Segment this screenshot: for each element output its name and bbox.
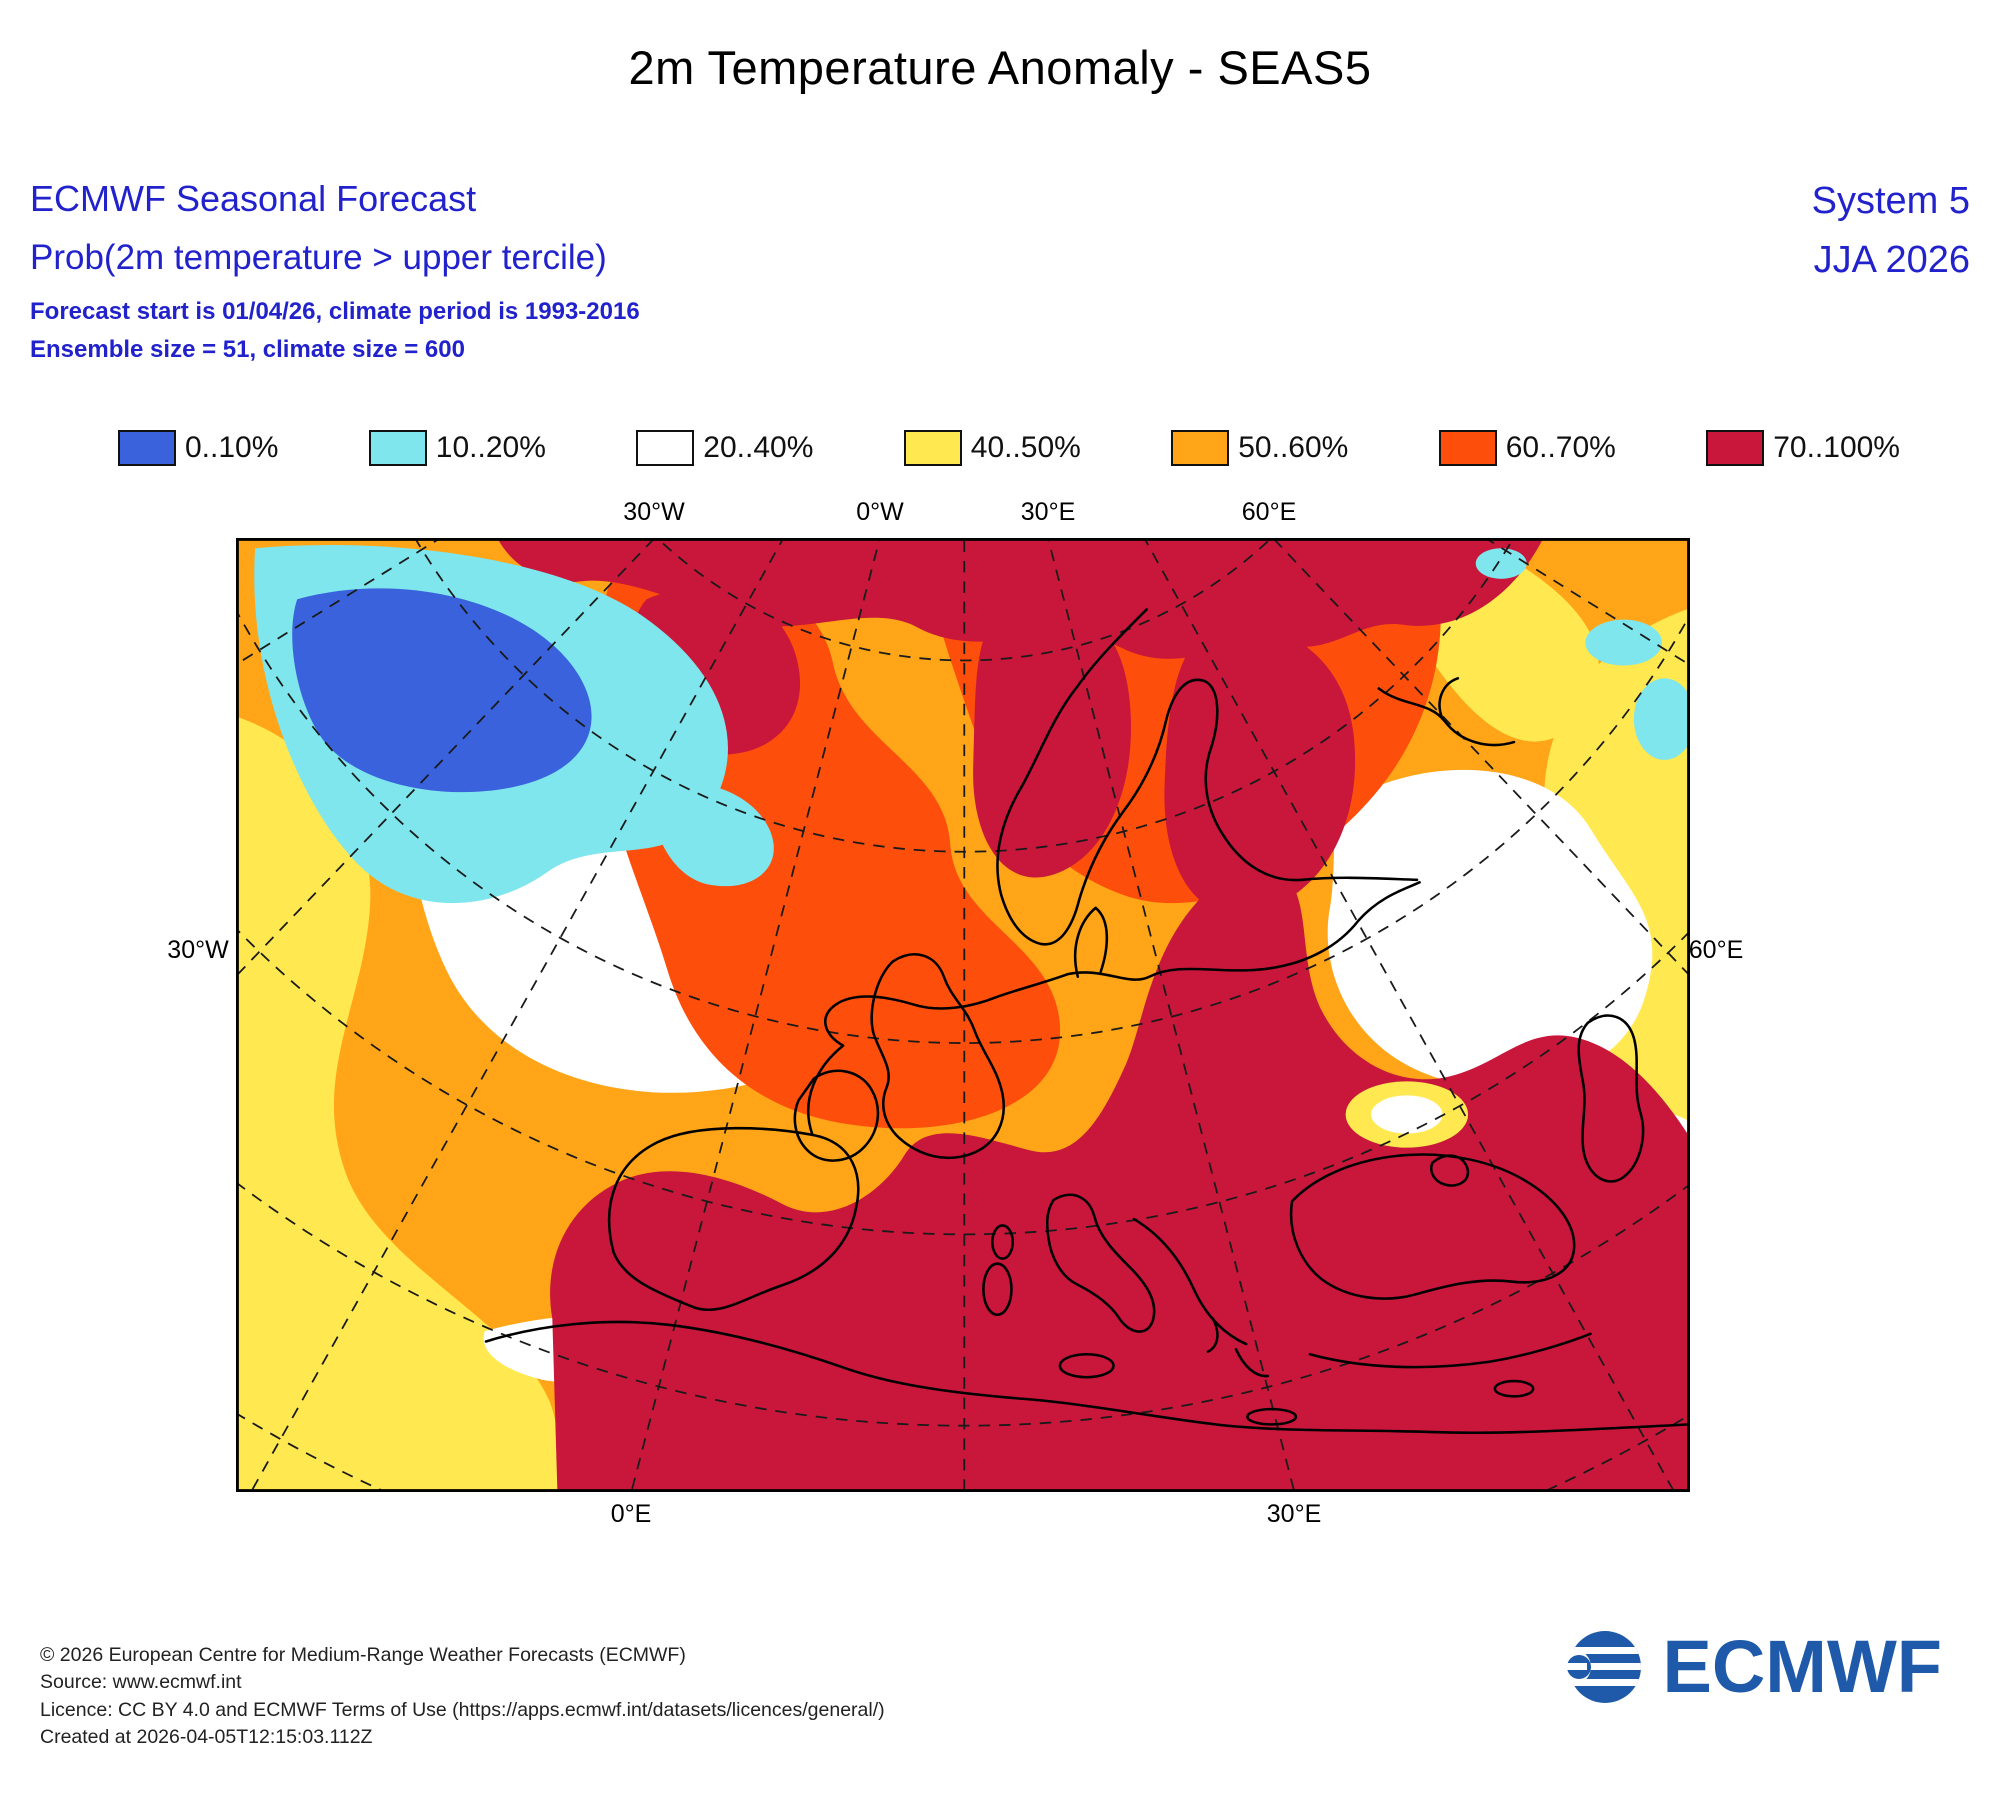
- forecast-map: [236, 538, 1690, 1492]
- coast-iberia: [607, 1126, 860, 1311]
- coast-corsica: [991, 1224, 1015, 1260]
- footer-source: Source: www.ecmwf.int: [40, 1671, 242, 1694]
- coast-crete: [1246, 1407, 1298, 1426]
- coast-turkey-south: [1308, 1332, 1592, 1369]
- legend-item: 20..40%: [636, 430, 813, 466]
- region-cyan-tail: [653, 782, 774, 887]
- legend-item: 0..10%: [118, 430, 278, 466]
- legend-label: 70..100%: [1773, 431, 1900, 464]
- legend-swatch: [903, 430, 962, 466]
- ecmwf-logo-icon: [1554, 1630, 1641, 1703]
- coast-caspian: [1577, 1014, 1645, 1183]
- graticule-parallel: [655, 538, 1273, 662]
- legend-item: 70..100%: [1706, 430, 1900, 466]
- ecmwf-logo-text: ECMWF: [1662, 1625, 1943, 1708]
- axis-label-right-60e: 60°E: [1688, 936, 1744, 964]
- region-crimson-mediterranean: [550, 864, 1690, 1492]
- product-name: ECMWF Seasonal Forecast: [30, 178, 477, 219]
- ecmwf-logo: ECMWF: [1549, 1624, 1943, 1709]
- coast-italy: [1045, 1193, 1156, 1333]
- legend-item: 60..70%: [1438, 430, 1616, 466]
- coast-crimea: [1430, 1154, 1470, 1187]
- axis-label-bottom-0e: 0°E: [610, 1500, 652, 1528]
- axis-label-top-0w: 0°W: [856, 498, 904, 526]
- coast-black-sea: [1289, 1153, 1576, 1300]
- map-frame: [236, 538, 1690, 1492]
- legend-swatch: [368, 430, 427, 466]
- coast-sicily: [1058, 1352, 1115, 1379]
- coast-sardinia: [982, 1262, 1013, 1316]
- legend-item: 50..60%: [1171, 430, 1348, 466]
- region-yellow-atlantic-west: [236, 716, 560, 1492]
- coast-north-africa: [484, 1320, 1690, 1435]
- page-title: 2m Temperature Anomaly - SEAS5: [628, 41, 1372, 94]
- graticule: [236, 538, 1690, 1492]
- coast-scandinavia: [996, 608, 1419, 946]
- season-label: JJA 2026: [1813, 238, 1970, 281]
- coast-denmark: [1073, 906, 1109, 979]
- footer: © 2026 European Centre for Medium-Range …: [40, 1642, 885, 1751]
- footer-copyright: © 2026 European Centre for Medium-Range …: [40, 1644, 686, 1666]
- legend-label: 0..10%: [185, 431, 279, 464]
- region-crimson-finland: [1164, 626, 1356, 916]
- legend-label: 10..20%: [435, 431, 546, 464]
- region-cyan-speck-3: [1633, 678, 1690, 760]
- coastlines: [484, 608, 1690, 1435]
- coast-baltic-south: [1066, 881, 1421, 981]
- map-layers: [236, 538, 1690, 1492]
- region-blue-low-probability: [292, 588, 592, 793]
- legend-label: 40..50%: [970, 431, 1081, 464]
- coast-white-sea: [1377, 677, 1516, 747]
- axis-label-left-30w: 30°W: [167, 936, 229, 964]
- coast-ireland: [793, 1069, 880, 1162]
- forecast-start-line: Forecast start is 01/04/26, climate peri…: [30, 298, 640, 325]
- probability-legend: 0..10% 10..20% 20..40% 40..50% 50..60% 6…: [118, 430, 1900, 466]
- header-left: ECMWF Seasonal Forecast Prob(2m temperat…: [30, 178, 640, 374]
- legend-item: 10..20%: [368, 430, 546, 466]
- system-label: System 5: [1811, 180, 1970, 222]
- region-crimson-arctic-strip: [497, 538, 1544, 659]
- legend-swatch: [1438, 430, 1497, 466]
- coast-great-britain: [870, 953, 1005, 1160]
- axis-label-bottom-30e: 30°E: [1266, 1500, 1322, 1528]
- header-right: System 5 JJA 2026: [1812, 172, 1970, 290]
- region-crimson-norway: [973, 601, 1132, 878]
- axis-label-top-30w: 30°W: [623, 498, 685, 526]
- legend-swatch: [636, 430, 695, 466]
- ensemble-line: Ensemble size = 51, climate size = 600: [30, 336, 465, 363]
- coast-balkans-greece: [1132, 1217, 1270, 1378]
- footer-licence: Licence: CC BY 4.0 and ECMWF Terms of Us…: [40, 1698, 885, 1721]
- coast-cyprus: [1493, 1379, 1535, 1398]
- product-variable: Prob(2m temperature > upper tercile): [30, 238, 607, 277]
- legend-label: 60..70%: [1505, 431, 1616, 464]
- axis-label-top-30e: 30°E: [1020, 498, 1076, 526]
- legend-label: 50..60%: [1238, 431, 1349, 464]
- legend-swatch: [1171, 430, 1230, 466]
- legend-swatch: [1706, 430, 1765, 466]
- footer-created: Created at 2026-04-05T12:15:03.112Z: [40, 1725, 373, 1748]
- legend-swatch: [118, 430, 176, 466]
- legend-item: 40..50%: [903, 430, 1081, 466]
- region-cyan-speck-1: [1475, 548, 1527, 579]
- region-white-azov-patch: [1371, 1095, 1443, 1134]
- legend-label: 20..40%: [703, 431, 814, 464]
- forecast-map-svg: [236, 538, 1690, 1492]
- region-white-russia: [1327, 769, 1653, 1088]
- region-cyan-speck-2: [1585, 619, 1662, 666]
- axis-label-top-60e: 60°E: [1241, 498, 1297, 526]
